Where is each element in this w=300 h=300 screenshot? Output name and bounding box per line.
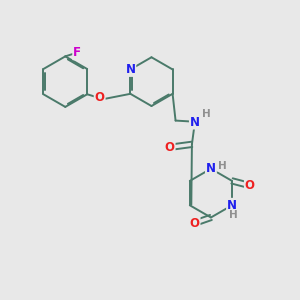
Text: H: H (229, 210, 238, 220)
Text: F: F (73, 46, 81, 59)
Text: N: N (125, 63, 135, 76)
Text: H: H (218, 161, 226, 171)
Text: O: O (190, 217, 200, 230)
Text: O: O (245, 179, 255, 192)
Text: O: O (165, 141, 175, 154)
Text: N: N (206, 162, 216, 175)
Text: N: N (190, 116, 200, 129)
Text: N: N (227, 199, 237, 212)
Text: H: H (202, 109, 211, 119)
Text: O: O (95, 91, 105, 104)
